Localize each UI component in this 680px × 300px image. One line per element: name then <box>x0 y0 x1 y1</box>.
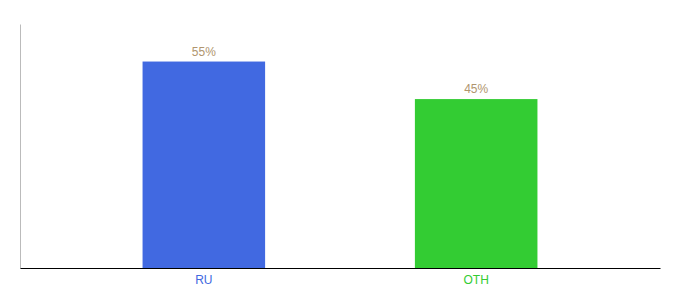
plot: RU OTH 55% 45% <box>21 25 661 287</box>
bars <box>143 62 538 268</box>
y-axis <box>20 25 21 269</box>
data-label: 45% <box>464 82 488 96</box>
x-tick: RU <box>195 273 212 287</box>
data-label: 55% <box>192 45 216 59</box>
data-labels: 55% 45% <box>192 45 489 97</box>
bar <box>415 99 538 268</box>
x-axis: RU OTH <box>21 269 661 287</box>
x-tick: OTH <box>463 273 488 287</box>
bar <box>143 62 266 268</box>
x-tick-label: RU <box>195 273 212 287</box>
chart: RU OTH 55% 45% <box>0 0 680 300</box>
y-axis-line <box>20 25 21 269</box>
x-tick-label: OTH <box>463 273 488 287</box>
x-axis-line <box>21 268 661 269</box>
